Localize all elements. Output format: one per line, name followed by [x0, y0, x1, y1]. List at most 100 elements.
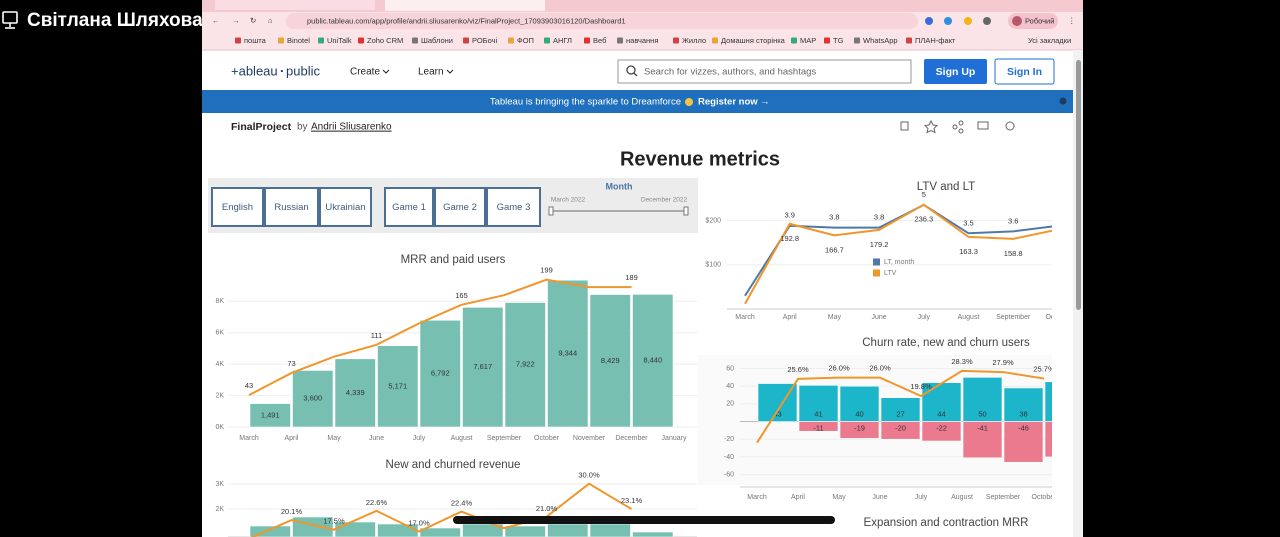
menu-button[interactable]: ⋮: [1068, 16, 1076, 25]
point-label: 25.7%: [1033, 365, 1055, 374]
bookmark[interactable]: ФОП: [517, 36, 534, 45]
bar: [249, 525, 291, 537]
tab[interactable]: [215, 0, 375, 10]
x-tick-label: August: [451, 435, 473, 442]
bar: [839, 421, 880, 439]
point-label: 26.0%: [869, 364, 891, 373]
viz-actions[interactable]: [900, 119, 1015, 134]
forward-button[interactable]: →: [232, 16, 240, 25]
chart: 3K2K20.1%17.5%22.6%17.0%22.4%17.9%21.0%3…: [215, 471, 697, 537]
sign-up-button[interactable]: [924, 59, 987, 84]
bookmark[interactable]: WhatsApp: [863, 36, 898, 45]
url: public.tableau.com/app/profile/andrii.sl…: [307, 16, 626, 25]
bookmark[interactable]: ПЛАН-факт: [915, 36, 956, 45]
viz-name: FinalProject: [231, 121, 292, 133]
bookmark[interactable]: Веб: [593, 36, 606, 45]
sign-up-label: Sign Up: [936, 66, 976, 78]
bookmark[interactable]: MAP: [800, 36, 816, 45]
bar: [504, 525, 546, 537]
y-tick-label: -60: [724, 471, 734, 478]
presenter-name: Світлана Шляхова: [27, 10, 203, 31]
bookmark-icon: [824, 37, 830, 44]
chart-title: MRR and paid users: [401, 254, 506, 266]
bar: [632, 294, 674, 428]
point-label: 3.8: [829, 213, 839, 222]
scrollbar-thumb[interactable]: [1076, 60, 1081, 310]
search-placeholder: Search for vizzes, authors, and hashtags: [644, 67, 816, 78]
address-bar[interactable]: [286, 13, 918, 29]
bar: [962, 421, 1003, 459]
nav-create[interactable]: Create: [350, 67, 380, 78]
x-tick-label: June: [872, 494, 887, 501]
banner: [202, 90, 1073, 113]
filter-button[interactable]: [434, 187, 486, 227]
x-tick-label: August: [951, 494, 973, 501]
bar-label: 7,617: [473, 362, 492, 371]
video-scrubber[interactable]: [453, 516, 835, 524]
nav-learn[interactable]: Learn: [418, 67, 444, 78]
point-label: 180: [1052, 239, 1065, 248]
search-icon: [626, 65, 636, 75]
bookmark[interactable]: Zoho CRM: [367, 36, 403, 45]
bookmark[interactable]: РОБочі: [472, 36, 498, 45]
reload-button[interactable]: ↻: [250, 16, 256, 25]
month-slider-end[interactable]: [683, 206, 689, 216]
search-box[interactable]: [617, 59, 912, 84]
bar-label: 41: [814, 410, 822, 419]
filter-label: Russian: [274, 202, 308, 213]
side-icon[interactable]: [1059, 97, 1067, 105]
bookmark[interactable]: UniTalk: [327, 36, 352, 45]
filter-label: Ukrainian: [325, 202, 365, 213]
month-end: December 2022: [641, 197, 688, 204]
filter-button[interactable]: [486, 187, 541, 227]
bookmark[interactable]: АНГЛ: [553, 36, 572, 45]
point-label: 5: [922, 190, 926, 199]
profile-chip[interactable]: [1008, 13, 1058, 29]
point-label: 3.5: [963, 218, 973, 227]
point-label: 199: [540, 266, 553, 275]
bookmark[interactable]: Binotel: [287, 36, 310, 45]
x-tick-label: September: [996, 314, 1031, 321]
point-label: 158.8: [1004, 249, 1023, 258]
logo-tableau[interactable]: +ableau: [231, 63, 278, 78]
y-tick-label: 2K: [215, 392, 224, 399]
viz-by: by: [297, 122, 308, 133]
x-tick-label: October: [1045, 314, 1071, 321]
back-button[interactable]: ←: [212, 16, 220, 25]
filter-button[interactable]: [211, 187, 264, 227]
banner-icon: [685, 98, 693, 106]
bookmark[interactable]: пошта: [244, 36, 267, 45]
bookmark[interactable]: Шаблони: [421, 36, 453, 45]
logo-dots: ·: [280, 63, 284, 78]
bookmark[interactable]: Жилло: [682, 36, 706, 45]
y-tick-label: 0K: [215, 424, 224, 431]
bookmark-icon: [673, 37, 679, 44]
sign-in-button[interactable]: [994, 58, 1055, 85]
filter-button[interactable]: [384, 187, 434, 227]
home-button[interactable]: ⌂: [268, 16, 273, 25]
filter-button[interactable]: [319, 187, 372, 227]
x-tick-label: April: [783, 314, 797, 321]
dashboard-title: Revenue metrics: [620, 148, 780, 170]
point-label: 111: [371, 331, 382, 340]
x-tick-label: September: [487, 435, 522, 442]
filter-button[interactable]: [264, 187, 319, 227]
tab-active[interactable]: [385, 0, 545, 11]
bar: [249, 403, 291, 428]
bar: [292, 370, 334, 428]
point-label: 189: [625, 273, 638, 282]
month-slider-start[interactable]: [548, 206, 554, 216]
all-bookmarks[interactable]: Усі закладки: [1028, 36, 1071, 45]
bar-label: 40: [855, 410, 863, 419]
bookmark[interactable]: Домашня сторінка: [721, 36, 786, 45]
point-label: 163.3: [959, 247, 978, 256]
bookmark[interactable]: TG: [833, 36, 844, 45]
viz-author[interactable]: Andrii Sliusarenko: [311, 122, 392, 133]
y-tick-label: 4K: [215, 361, 224, 368]
bookmark[interactable]: навчання: [626, 36, 658, 45]
x-tick-label: April: [791, 494, 805, 501]
logo-public[interactable]: public: [286, 63, 320, 78]
banner-link[interactable]: Register now →: [698, 97, 770, 108]
y-tick-label: 40: [726, 383, 734, 390]
